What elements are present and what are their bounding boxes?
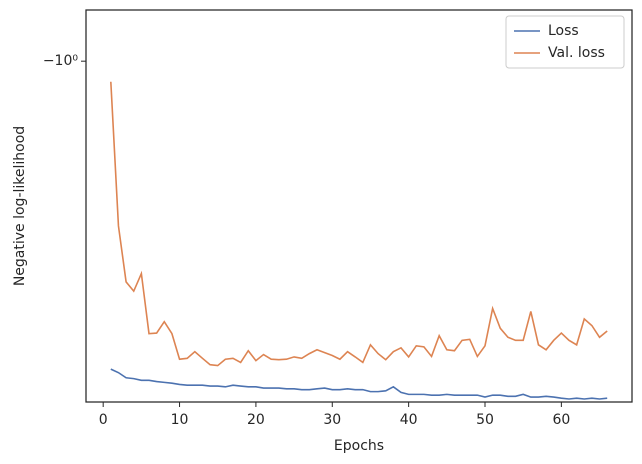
legend-box <box>505 15 625 69</box>
x-tick-label: 10 <box>171 412 189 428</box>
series-line <box>110 81 608 367</box>
x-tick-label: 0 <box>99 412 108 428</box>
x-tick-label: 30 <box>323 412 341 428</box>
x-tick-label: 50 <box>476 412 494 428</box>
x-axis-label: Epochs <box>334 438 384 454</box>
series-line <box>110 368 608 400</box>
y-axis-label: Negative log-likelihood <box>12 126 28 286</box>
legend-label: Val. loss <box>548 45 605 61</box>
legend-label: Loss <box>548 23 579 39</box>
x-tick-label: 40 <box>400 412 418 428</box>
plot-frame <box>85 9 633 403</box>
x-tick-label: 20 <box>247 412 265 428</box>
x-tick-label: 60 <box>552 412 570 428</box>
y-tick-label: −10⁰ <box>43 53 79 69</box>
